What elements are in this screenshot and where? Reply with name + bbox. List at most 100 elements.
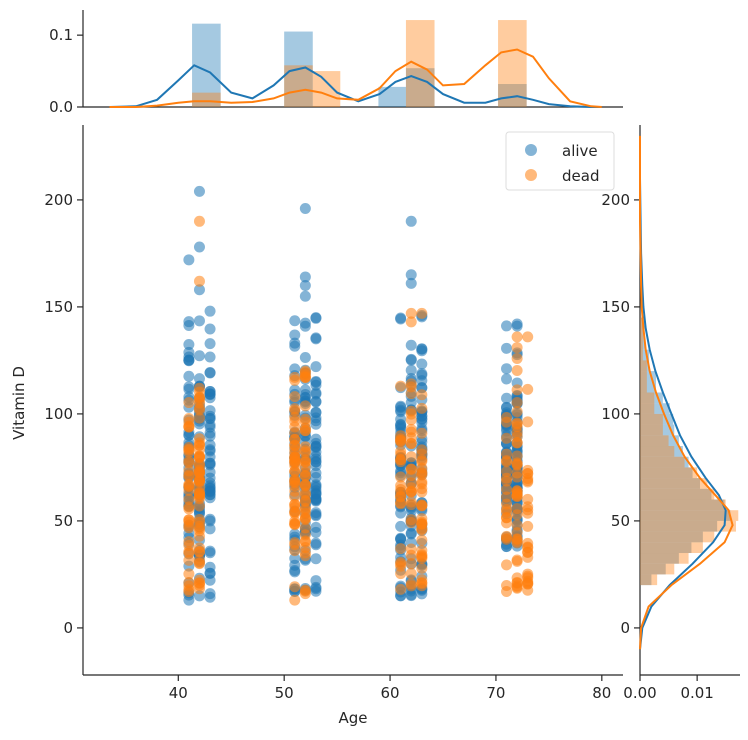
scatter-point-dead <box>193 404 205 416</box>
right-y-tick-label: 200 <box>601 191 630 209</box>
scatter-point-dead <box>183 455 195 467</box>
scatter-point-alive <box>395 532 407 544</box>
scatter-point-alive <box>310 492 322 504</box>
right-y-tick-label: 150 <box>601 298 630 316</box>
scatter-point-dead <box>416 427 428 439</box>
scatter-point-dead <box>511 417 523 429</box>
scatter-point-dead <box>299 400 311 412</box>
right-hist-bar-dead <box>640 553 689 564</box>
x-tick-label: 80 <box>592 684 611 702</box>
scatter-point-alive <box>204 351 216 363</box>
scatter-point-dead <box>511 537 523 549</box>
scatter-point-alive <box>193 185 205 197</box>
scatter-point-dead <box>183 444 195 456</box>
scatter-point-alive <box>416 436 428 448</box>
right-hist-bar-dead <box>640 563 675 575</box>
scatter-point-dead <box>511 427 523 439</box>
scatter-point-dead <box>183 501 195 513</box>
scatter-point-dead <box>193 437 205 449</box>
scatter-point-dead <box>193 514 205 526</box>
scatter-point-alive <box>299 271 311 283</box>
y-tick-label: 150 <box>44 298 73 316</box>
right-hist-bar-dead <box>640 478 708 489</box>
scatter-point-dead <box>183 547 195 559</box>
scatter-point-alive <box>289 329 301 341</box>
scatter-point-alive <box>416 417 428 429</box>
right-hist-bar-alive <box>640 563 666 575</box>
scatter-point-alive <box>204 547 216 559</box>
scatter-point-dead <box>395 487 407 499</box>
scatter-point-alive <box>299 202 311 214</box>
right-hist-bar-dead <box>640 467 698 479</box>
scatter-point-alive <box>183 254 195 266</box>
legend-label-alive: alive <box>562 142 598 160</box>
scatter-point-dead <box>501 448 513 460</box>
scatter-point-dead <box>405 451 417 463</box>
scatter-point-dead <box>511 353 523 365</box>
scatter-point-alive <box>405 339 417 351</box>
scatter-point-dead <box>416 534 428 546</box>
scatter-point-dead <box>405 580 417 592</box>
scatter-point-dead <box>522 331 534 343</box>
scatter-point-alive <box>183 383 195 395</box>
scatter-point-dead <box>511 519 523 531</box>
top-hist-bar-alive <box>192 23 221 107</box>
scatter-point-dead <box>416 307 428 319</box>
scatter-point-dead <box>395 558 407 570</box>
top-y-tick-label: 0.0 <box>49 98 73 116</box>
scatter-point-alive <box>204 338 216 350</box>
right-hist-bar-alive <box>640 446 683 457</box>
right-hist-bar-alive <box>640 478 700 489</box>
scatter-point-alive <box>405 269 417 281</box>
scatter-point-dead <box>183 568 195 580</box>
scatter-point-dead <box>511 471 523 483</box>
scatter-point-dead <box>416 389 428 401</box>
x-tick-label: 50 <box>275 684 294 702</box>
scatter-point-dead <box>511 503 523 515</box>
right-hist-bar-dead <box>640 510 739 521</box>
scatter-point-alive <box>204 405 216 417</box>
scatter-point-dead <box>395 436 407 448</box>
scatter-point-dead <box>289 452 301 464</box>
scatter-point-dead <box>289 433 301 445</box>
scatter-point-dead <box>395 583 407 595</box>
scatter-point-dead <box>405 463 417 475</box>
scatter-point-dead <box>299 416 311 428</box>
scatter-point-dead <box>193 215 205 227</box>
scatter-point-dead <box>501 412 513 424</box>
scatter-point-alive <box>310 509 322 521</box>
scatter-point-alive <box>395 419 407 431</box>
scatter-point-dead <box>511 491 523 503</box>
scatter-point-dead <box>501 498 513 510</box>
scatter-point-alive <box>310 553 322 565</box>
top-y-tick-label: 0.1 <box>49 26 73 44</box>
y-tick-label: 100 <box>44 405 73 423</box>
scatter-point-dead <box>299 588 311 600</box>
top-hist-bar-alive <box>405 68 435 107</box>
scatter-point-alive <box>183 320 195 332</box>
scatter-point-dead <box>183 421 195 433</box>
scatter-point-dead <box>193 382 205 394</box>
scatter-point-dead <box>193 523 205 535</box>
legend-label-dead: dead <box>562 167 599 185</box>
scatter-point-alive <box>183 594 195 606</box>
scatter-point-alive <box>501 373 513 385</box>
scatter-point-dead <box>405 477 417 489</box>
scatter-point-dead <box>193 500 205 512</box>
scatter-point-dead <box>405 568 417 580</box>
top-marginal-panel: 0.0 0.1 <box>49 10 623 116</box>
scatter-point-alive <box>310 312 322 324</box>
x-tick-label: 70 <box>486 684 505 702</box>
scatter-point-dead <box>289 477 301 489</box>
scatter-point-alive <box>183 339 195 351</box>
scatter-point-dead <box>193 554 205 566</box>
scatter-point-alive <box>289 528 301 540</box>
scatter-point-dead <box>299 456 311 468</box>
scatter-point-alive <box>395 520 407 532</box>
scatter-point-alive <box>310 361 322 373</box>
scatter-point-dead <box>405 438 417 450</box>
scatter-point-dead <box>416 402 428 414</box>
scatter-point-dead <box>289 465 301 477</box>
right-y-tick-label: 100 <box>601 405 630 423</box>
right-hist-bar-alive <box>640 510 731 521</box>
